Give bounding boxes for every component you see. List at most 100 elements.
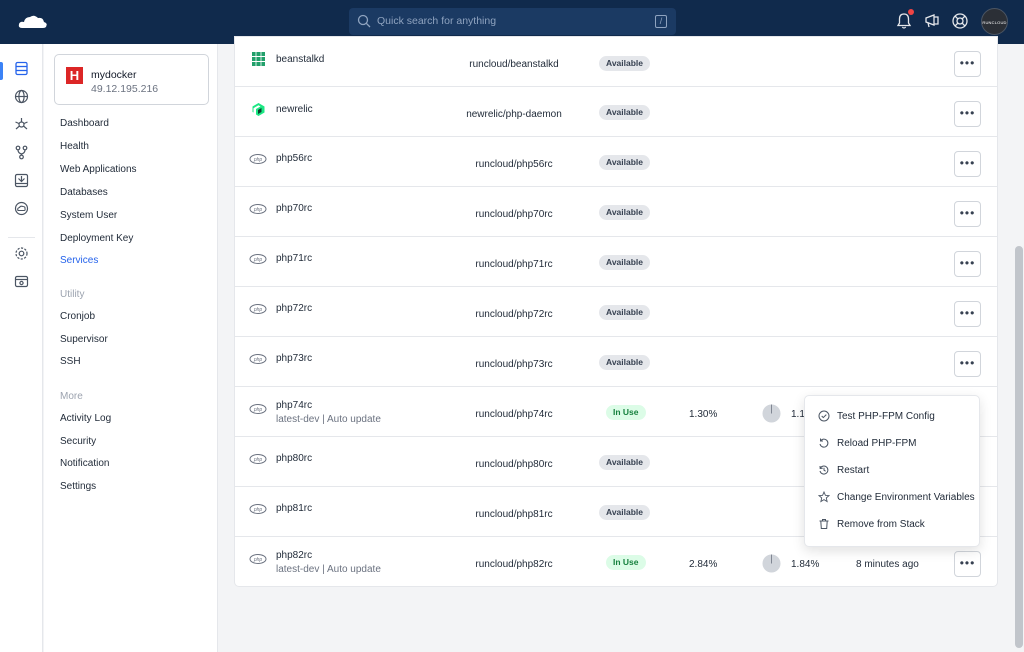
sidebar-item-databases[interactable]: Databases <box>60 187 108 198</box>
user-avatar[interactable]: RUNCLOUD <box>981 8 1008 35</box>
service-name: php56rc <box>276 153 313 164</box>
quick-search[interactable]: Quick search for anything / <box>349 8 676 35</box>
table-row: php php80rc runcloud/php80rc Available <box>235 437 997 487</box>
row-actions-button[interactable]: ••• <box>954 101 981 127</box>
search-shortcut-key: / <box>655 15 667 28</box>
memory-pie-icon <box>762 404 781 423</box>
check-circle-icon <box>818 410 830 422</box>
service-image: runcloud/php82rc <box>475 559 553 570</box>
cloud-sync-icon[interactable] <box>14 201 29 216</box>
service-name: php74rc <box>276 400 313 411</box>
svg-text:php: php <box>253 457 263 463</box>
uptime-age: 8 minutes ago <box>856 559 919 570</box>
svg-text:php: php <box>253 307 263 313</box>
more-dots-icon: ••• <box>959 356 976 370</box>
menu-item-reload-php-fpm[interactable]: Reload PHP-FPM <box>805 430 981 457</box>
service-image: newrelic/php-daemon <box>466 109 562 120</box>
service-image: runcloud/php74rc <box>475 409 553 420</box>
more-dots-icon: ••• <box>959 306 976 320</box>
menu-item-test-php-fpm-config[interactable]: Test PHP-FPM Config <box>805 403 981 430</box>
service-name: php80rc <box>276 453 313 464</box>
svg-text:php: php <box>253 157 263 163</box>
sidebar-item-supervisor[interactable]: Supervisor <box>60 334 108 345</box>
memory-pie-icon <box>762 554 781 573</box>
search-placeholder: Quick search for anything <box>377 15 497 27</box>
cpu-usage: 2.84% <box>689 559 718 570</box>
svg-text:php: php <box>253 507 263 513</box>
status-badge: Available <box>599 255 651 270</box>
help-lifebuoy-icon[interactable] <box>951 12 969 30</box>
row-actions-button[interactable]: ••• <box>954 301 981 327</box>
table-row: php php73rc runcloud/php73rc Available •… <box>235 337 997 387</box>
menu-item-restart[interactable]: Restart <box>805 457 981 484</box>
row-actions-button[interactable]: ••• <box>954 151 981 177</box>
status-badge: Available <box>599 305 651 320</box>
settings-gear-icon[interactable] <box>14 246 29 261</box>
sidebar-item-settings[interactable]: Settings <box>60 481 97 492</box>
server-ip: 49.12.195.216 <box>91 83 159 95</box>
sidebar-item-cronjob[interactable]: Cronjob <box>60 311 96 322</box>
sidebar-item-dashboard[interactable]: Dashboard <box>60 118 109 129</box>
star-icon <box>818 491 830 503</box>
php-icon: php <box>249 454 267 464</box>
globe-icon[interactable] <box>14 89 29 104</box>
row-actions-button[interactable]: ••• <box>954 201 981 227</box>
archive-box-icon[interactable] <box>14 274 29 289</box>
service-image: runcloud/php80rc <box>475 459 553 470</box>
service-image: runcloud/php71rc <box>475 259 553 270</box>
trash-icon <box>819 519 829 529</box>
announcement-icon[interactable] <box>923 12 941 30</box>
sidebar-item-deployment-key[interactable]: Deployment Key <box>60 233 134 244</box>
row-actions-button[interactable]: ••• <box>954 251 981 277</box>
sidebar-item-web-applications[interactable]: Web Applications <box>60 164 137 175</box>
row-actions-button[interactable]: ••• <box>954 551 981 577</box>
server-name: mydocker <box>91 69 137 81</box>
menu-item-remove-from-stack[interactable]: Remove from Stack <box>805 511 981 538</box>
php-icon: php <box>249 304 267 314</box>
status-badge: Available <box>599 455 651 470</box>
menu-item-label: Restart <box>837 465 870 476</box>
service-image: runcloud/php72rc <box>475 309 553 320</box>
service-subtitle: latest-dev | Auto update <box>276 414 381 425</box>
section-title-utility: Utility <box>60 289 85 300</box>
server-stack-icon[interactable] <box>14 61 29 76</box>
sidebar-item-system-user[interactable]: System User <box>60 210 118 221</box>
sidebar-item-ssh[interactable]: SSH <box>60 356 81 367</box>
php-icon: php <box>249 254 267 264</box>
svg-text:php: php <box>253 407 263 413</box>
sidebar-item-services[interactable]: Services <box>60 255 99 266</box>
git-merge-icon[interactable] <box>14 145 29 160</box>
inbox-download-icon[interactable] <box>14 173 29 188</box>
avatar-text: RUNCLOUD <box>982 20 1007 25</box>
status-badge: Available <box>599 355 651 370</box>
memory-usage: 1.1 <box>791 409 805 420</box>
section-title-more: More <box>60 391 83 402</box>
row-actions-button[interactable]: ••• <box>954 51 981 77</box>
table-row: php php81rc runcloud/php81rc Available <box>235 487 997 537</box>
menu-item-change-environment-variables[interactable]: Change Environment Variables <box>805 484 981 511</box>
hetzner-logo-icon: H <box>66 67 83 84</box>
row-actions-button[interactable]: ••• <box>954 351 981 377</box>
bell-icon[interactable] <box>895 12 913 30</box>
service-name: php70rc <box>276 203 313 214</box>
status-badge: In Use <box>606 555 646 570</box>
php-icon: php <box>249 504 267 514</box>
status-badge: Available <box>599 155 651 170</box>
sidebar-item-security[interactable]: Security <box>60 436 97 447</box>
server-card[interactable]: H mydocker 49.12.195.216 <box>54 54 209 105</box>
sidebar-item-health[interactable]: Health <box>60 141 89 152</box>
runcloud-logo-icon[interactable] <box>18 12 48 32</box>
status-badge: Available <box>599 105 651 120</box>
service-name: php81rc <box>276 503 313 514</box>
scrollbar-thumb[interactable] <box>1015 246 1023 648</box>
php-icon: php <box>249 404 267 414</box>
network-icon[interactable] <box>14 117 29 132</box>
menu-item-label: Test PHP-FPM Config <box>837 411 935 422</box>
service-name: php73rc <box>276 353 313 364</box>
sidebar-item-notification[interactable]: Notification <box>60 458 110 469</box>
more-dots-icon: ••• <box>959 156 976 170</box>
service-name: newrelic <box>276 104 313 115</box>
sidebar-item-activity-log[interactable]: Activity Log <box>60 413 112 424</box>
service-image: runcloud/php81rc <box>475 509 553 520</box>
more-dots-icon: ••• <box>959 56 976 70</box>
